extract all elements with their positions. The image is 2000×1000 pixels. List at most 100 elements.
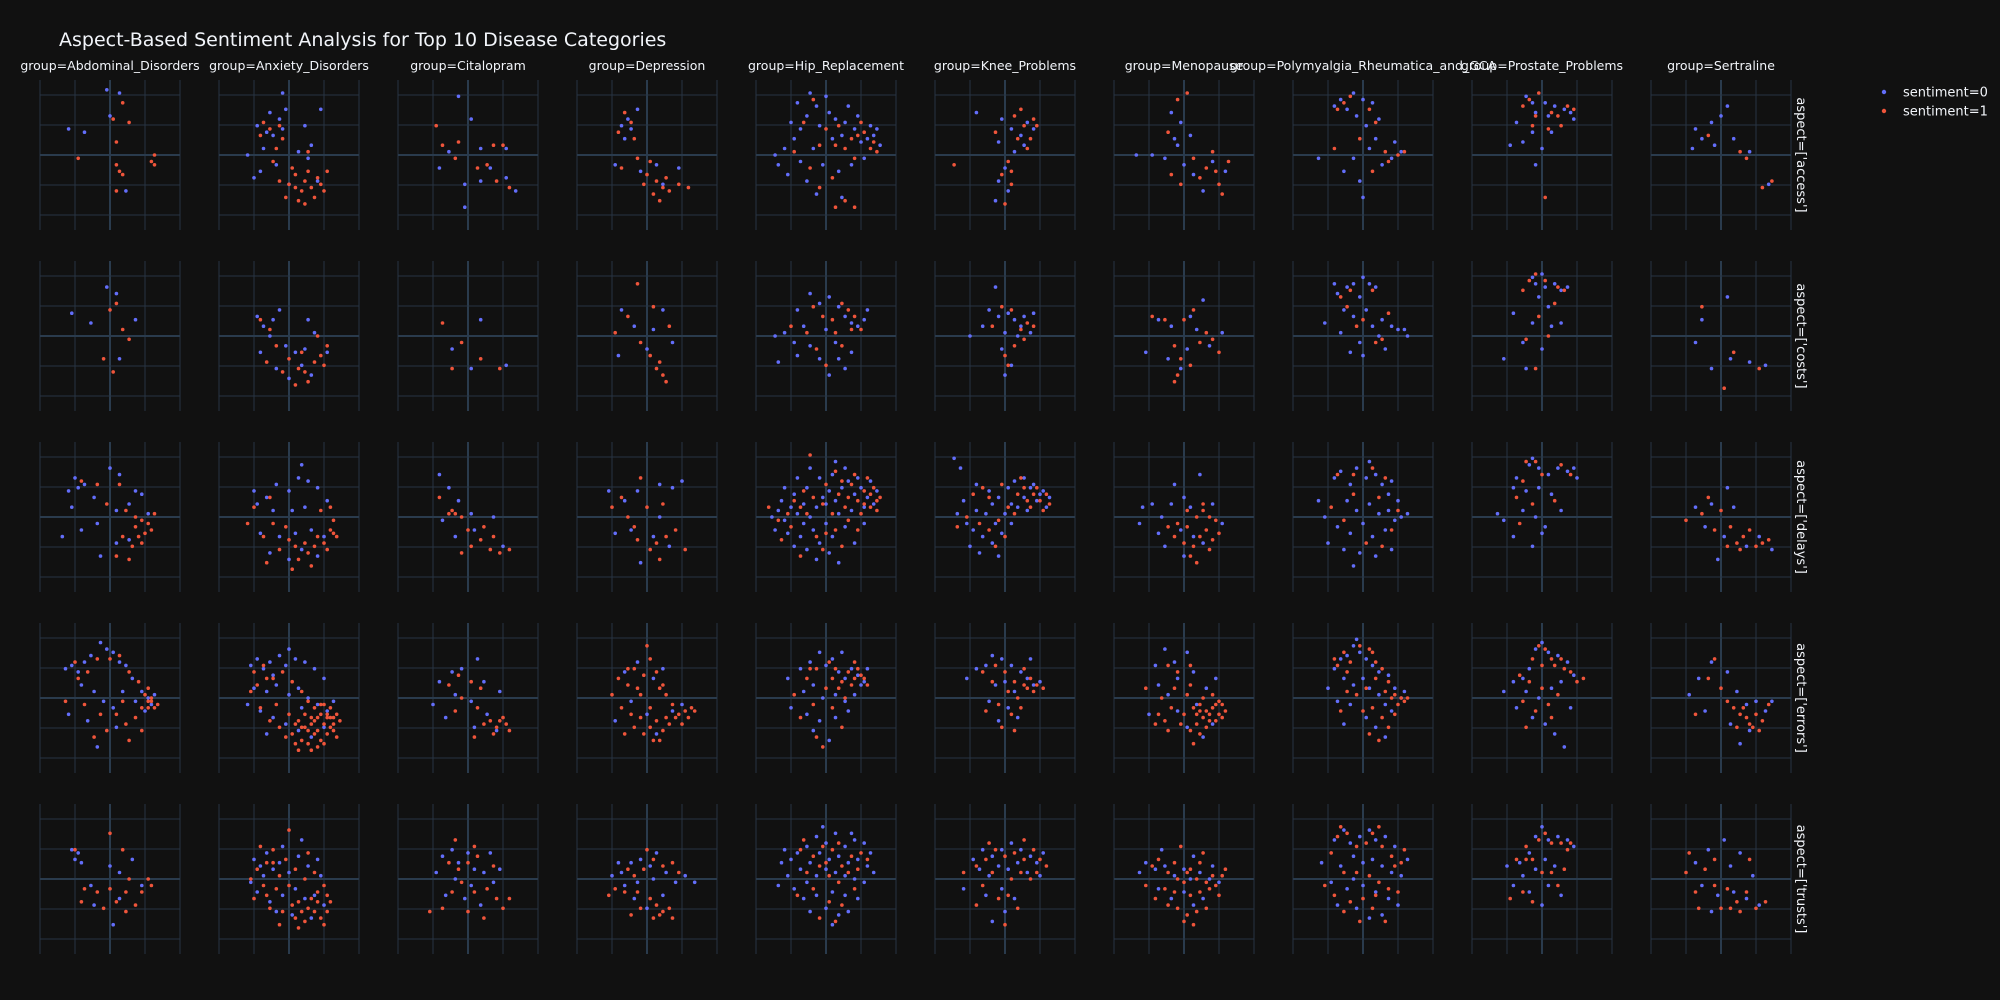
point-sentiment-0	[1179, 366, 1183, 371]
point-sentiment-1	[859, 511, 863, 516]
point-sentiment-0	[1201, 541, 1205, 545]
point-sentiment-0	[268, 551, 272, 555]
point-sentiment-1	[1217, 350, 1221, 355]
point-sentiment-0	[469, 366, 474, 371]
point-sentiment-1	[299, 350, 304, 355]
point-sentiment-0	[629, 699, 633, 704]
legend[interactable]: sentiment=0 sentiment=1	[1881, 86, 1988, 120]
point-sentiment-0	[1549, 492, 1554, 497]
point-sentiment-1	[1696, 906, 1701, 911]
point-sentiment-0	[798, 666, 803, 671]
point-sentiment-1	[1568, 472, 1573, 477]
point-sentiment-0	[105, 647, 109, 651]
point-sentiment-0	[1354, 114, 1359, 118]
point-sentiment-1	[319, 353, 323, 358]
legend-marker-sentiment-1[interactable]	[1881, 108, 1887, 114]
point-sentiment-1	[1712, 528, 1717, 532]
point-sentiment-0	[299, 706, 304, 710]
point-sentiment-0	[73, 476, 77, 480]
point-sentiment-1	[811, 495, 816, 500]
point-sentiment-0	[1348, 841, 1353, 845]
point-sentiment-0	[1533, 110, 1538, 115]
point-sentiment-0	[296, 686, 301, 690]
point-sentiment-0	[622, 498, 627, 503]
point-sentiment-0	[1511, 311, 1516, 316]
point-sentiment-0	[82, 482, 87, 487]
point-sentiment-1	[440, 143, 445, 147]
point-sentiment-0	[619, 308, 624, 312]
panel-points-menopause-delays	[1137, 472, 1224, 565]
point-sentiment-1	[258, 317, 263, 322]
point-sentiment-0	[296, 476, 301, 480]
point-sentiment-1	[287, 712, 291, 717]
point-sentiment-1	[1015, 906, 1020, 911]
point-sentiment-0	[140, 492, 144, 497]
panel-points-menopause-trusts	[1137, 844, 1228, 927]
point-sentiment-0	[287, 557, 291, 562]
point-sentiment-0	[801, 324, 806, 329]
panel-points-abdominal-disorders-access	[66, 88, 157, 193]
point-sentiment-0	[821, 495, 825, 500]
point-sentiment-0	[830, 922, 835, 927]
point-sentiment-1	[610, 692, 614, 697]
point-sentiment-1	[322, 702, 326, 707]
point-sentiment-1	[827, 900, 831, 904]
point-sentiment-1	[1220, 192, 1224, 196]
point-sentiment-1	[648, 159, 652, 164]
point-sentiment-0	[789, 857, 793, 862]
point-sentiment-0	[1009, 521, 1014, 526]
point-sentiment-1	[1373, 893, 1378, 898]
legend-label-sentiment-1[interactable]: sentiment=1	[1903, 105, 1988, 120]
point-sentiment-0	[303, 123, 307, 128]
point-sentiment-0	[1198, 472, 1202, 477]
point-sentiment-0	[1361, 97, 1365, 102]
point-sentiment-0	[619, 123, 624, 128]
row-label-access: aspect=['access']	[1793, 97, 1808, 212]
point-sentiment-0	[1332, 838, 1337, 842]
point-sentiment-0	[274, 683, 279, 687]
point-sentiment-1	[680, 722, 684, 726]
point-sentiment-0	[1744, 544, 1749, 549]
point-sentiment-1	[661, 728, 665, 733]
point-sentiment-1	[1204, 330, 1209, 335]
point-sentiment-1	[1364, 686, 1368, 690]
point-sentiment-1	[1380, 844, 1384, 849]
point-sentiment-1	[255, 867, 259, 871]
point-sentiment-1	[1185, 525, 1189, 529]
point-sentiment-0	[1137, 870, 1142, 875]
point-sentiment-0	[309, 528, 314, 532]
point-sentiment-0	[843, 466, 847, 470]
panel-points-knee-problems-errors	[965, 653, 1045, 733]
point-sentiment-0	[849, 321, 854, 325]
point-sentiment-1	[303, 202, 307, 206]
point-sentiment-0	[996, 719, 1001, 723]
point-sentiment-1	[108, 831, 112, 836]
point-sentiment-1	[1163, 719, 1167, 723]
point-sentiment-0	[1562, 745, 1567, 749]
point-sentiment-1	[1386, 159, 1391, 164]
panel-points-sertraline-trusts	[1684, 838, 1768, 914]
point-sentiment-0	[1358, 834, 1362, 839]
point-sentiment-1	[1144, 883, 1148, 888]
point-sentiment-0	[1207, 344, 1212, 348]
point-sentiment-1	[664, 692, 668, 697]
point-sentiment-1	[293, 867, 298, 871]
point-sentiment-0	[1348, 702, 1353, 707]
legend-label-sentiment-0[interactable]: sentiment=0	[1903, 86, 1988, 101]
point-sentiment-0	[1144, 350, 1148, 355]
point-sentiment-0	[811, 683, 816, 687]
point-sentiment-0	[1009, 841, 1014, 845]
point-sentiment-0	[1047, 495, 1052, 500]
panel-points-polymyalgia-rheumatica-and-gca-access	[1316, 91, 1407, 200]
point-sentiment-1	[1226, 159, 1231, 164]
point-sentiment-1	[1543, 647, 1547, 651]
point-sentiment-1	[1373, 340, 1378, 345]
point-sentiment-0	[1552, 864, 1557, 868]
legend-marker-sentiment-0[interactable]	[1881, 89, 1887, 95]
point-sentiment-1	[146, 521, 150, 526]
point-sentiment-0	[264, 495, 269, 500]
point-sentiment-1	[1217, 531, 1221, 536]
point-sentiment-0	[1744, 702, 1749, 707]
point-sentiment-1	[856, 867, 860, 871]
point-sentiment-1	[491, 732, 496, 736]
